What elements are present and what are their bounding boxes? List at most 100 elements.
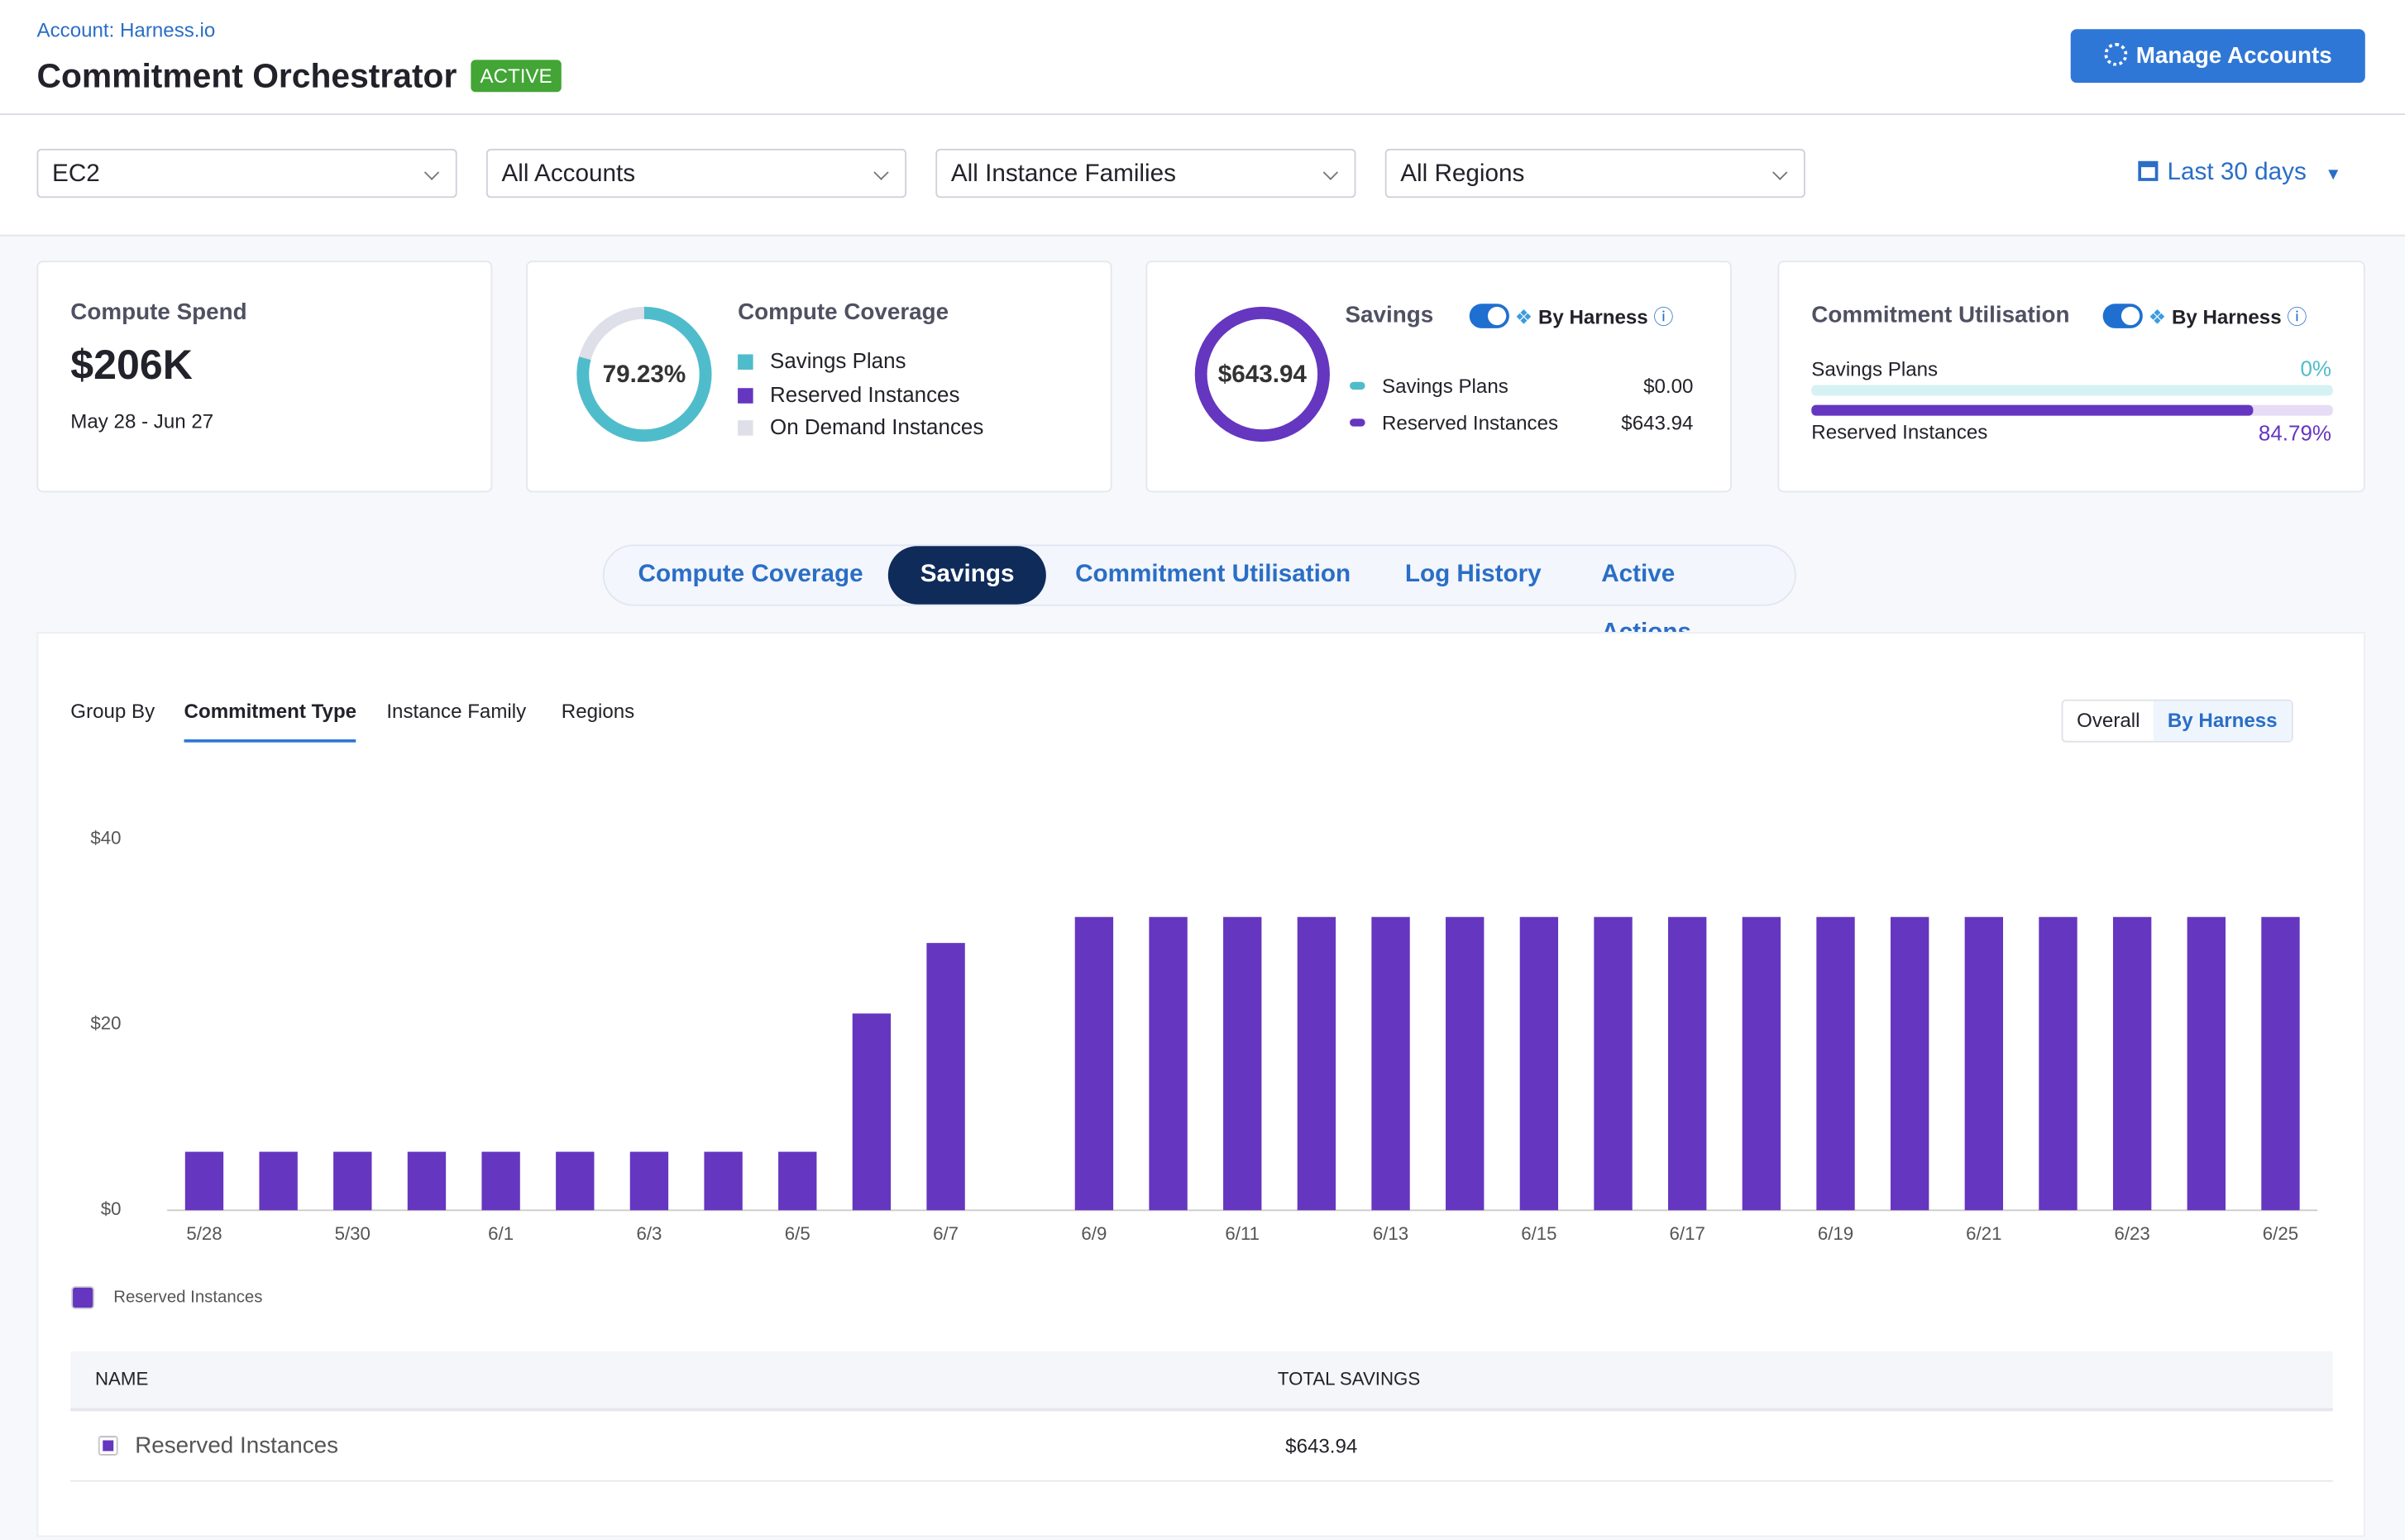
chart-panel: Group By Commitment Type Instance Family… bbox=[36, 632, 2365, 1538]
bar bbox=[704, 1151, 743, 1211]
savings-row: Reserved Instances $643.94 bbox=[1350, 405, 1693, 442]
group-option[interactable]: Instance Family bbox=[386, 699, 527, 723]
bar bbox=[778, 1151, 817, 1211]
legend-label: On Demand Instances bbox=[770, 414, 984, 439]
x-tick-label: 6/1 bbox=[488, 1223, 514, 1244]
toggle-label: By Harness bbox=[1537, 305, 1648, 328]
view-option-active[interactable]: By Harness bbox=[2154, 701, 2292, 741]
tab-bar: Compute Coverage Savings Commitment Util… bbox=[602, 544, 1796, 646]
spend-card: Compute Spend $206K May 28 - Jun 27 bbox=[36, 261, 493, 493]
service-select[interactable]: EC2 bbox=[36, 148, 457, 198]
bar bbox=[852, 1013, 892, 1211]
donut-arc bbox=[1194, 306, 1330, 442]
bar bbox=[1297, 916, 1336, 1211]
bar bbox=[1816, 916, 1855, 1211]
bar bbox=[2112, 916, 2152, 1211]
x-tick-label: 6/19 bbox=[1818, 1223, 1853, 1244]
util-track bbox=[1811, 404, 2333, 416]
bar bbox=[1371, 916, 1410, 1211]
group-option-active[interactable]: Commitment Type bbox=[184, 700, 357, 743]
chart: $0 $20 $40 5/28 5/30 6/1 6/3 6/5 6/7 6/9 6/11 6/13 6… bbox=[71, 827, 2318, 1309]
row-label: Reserved Instances bbox=[1381, 411, 1559, 434]
tab[interactable]: Active Actions bbox=[1601, 561, 1691, 646]
util-value: 0% bbox=[2300, 356, 2331, 380]
row-total: $643.94 bbox=[1285, 1434, 1358, 1457]
bar bbox=[1223, 916, 1262, 1211]
by-harness-toggle[interactable]: ❖ By Harness ⓘ bbox=[2102, 301, 2307, 330]
x-tick-label: 6/13 bbox=[1373, 1223, 1408, 1244]
bar bbox=[926, 943, 965, 1211]
savings-total: $643.94 bbox=[1218, 361, 1308, 388]
bar bbox=[1074, 916, 1114, 1211]
x-tick-label: 6/3 bbox=[636, 1223, 662, 1244]
x-tick-label: 6/15 bbox=[1521, 1223, 1556, 1244]
x-tick-label: 5/30 bbox=[335, 1223, 371, 1244]
calendar-icon bbox=[2138, 160, 2159, 181]
tab[interactable]: Commitment Utilisation bbox=[1075, 561, 1351, 588]
date-range-picker[interactable]: Last 30 days ▼ bbox=[2138, 160, 2341, 187]
y-tick-label: $0 bbox=[101, 1198, 122, 1219]
bar bbox=[333, 1151, 372, 1211]
row-value: $643.94 bbox=[1621, 411, 1694, 434]
button-label: Manage Accounts bbox=[2135, 42, 2332, 69]
bar bbox=[1519, 916, 1559, 1211]
view-option[interactable]: Overall bbox=[2077, 708, 2140, 732]
savings-card: $643.94 Savings ❖ By Harness ⓘ Savings P… bbox=[1145, 261, 1732, 493]
x-tick-label: 6/9 bbox=[1081, 1223, 1107, 1244]
table-row: Reserved Instances $643.94 bbox=[70, 1411, 2333, 1482]
y-tick-label: $20 bbox=[90, 1013, 121, 1034]
by-harness-toggle[interactable]: ❖ By Harness ⓘ bbox=[1469, 301, 1674, 330]
family-select[interactable]: All Instance Families bbox=[935, 148, 1356, 198]
manage-accounts-button[interactable]: Manage Accounts bbox=[2070, 29, 2365, 84]
x-tick-label: 6/17 bbox=[1670, 1223, 1705, 1244]
bar bbox=[1149, 916, 1188, 1211]
card-title: Savings bbox=[1345, 302, 1434, 328]
tab-active[interactable]: Savings bbox=[887, 546, 1047, 605]
page-title: Commitment Orchestrator bbox=[36, 56, 457, 95]
account-link[interactable]: Account: Harness.io bbox=[36, 18, 216, 42]
row-swatch bbox=[98, 1435, 118, 1456]
savings-row: Savings Plans $0.00 bbox=[1350, 368, 1693, 405]
gear-icon bbox=[2103, 42, 2127, 66]
legend-label: Savings Plans bbox=[770, 347, 906, 373]
row-name: Reserved Instances bbox=[135, 1432, 339, 1459]
bar bbox=[1964, 916, 2004, 1211]
legend-label: Reserved Instances bbox=[113, 1288, 262, 1306]
coverage-card: 79.23% Compute Coverage Savings Plans Re… bbox=[526, 261, 1112, 493]
legend-item: Reserved Instances bbox=[738, 378, 983, 411]
account-select[interactable]: All Accounts bbox=[485, 148, 907, 198]
toggle-label: By Harness bbox=[2171, 305, 2282, 328]
x-tick-label: 6/25 bbox=[2263, 1223, 2298, 1244]
header: Account: Harness.io Commitment Orchestra… bbox=[0, 0, 2405, 116]
bar bbox=[2261, 916, 2300, 1211]
row-label: Savings Plans bbox=[1381, 374, 1509, 398]
y-tick-label: $40 bbox=[90, 827, 121, 848]
util-label: Reserved Instances bbox=[1811, 420, 1988, 443]
util-label: Savings Plans bbox=[1811, 357, 1939, 380]
column-header: TOTAL SAVINGS bbox=[1277, 1368, 1421, 1390]
group-option[interactable]: Regions bbox=[561, 699, 635, 723]
x-tick-label: 6/21 bbox=[1966, 1223, 2001, 1244]
table-header: NAME TOTAL SAVINGS bbox=[70, 1351, 2333, 1412]
bar bbox=[1890, 916, 1929, 1211]
card-title: Commitment Utilisation bbox=[1811, 302, 2070, 328]
tab[interactable]: Log History bbox=[1404, 561, 1542, 588]
group-by-label: Group By bbox=[70, 699, 155, 723]
bar bbox=[556, 1151, 595, 1211]
bar bbox=[1742, 916, 1781, 1211]
status-badge: ACTIVE bbox=[471, 60, 562, 93]
legend-item: Savings Plans bbox=[738, 345, 983, 378]
tab[interactable]: Compute Coverage bbox=[638, 561, 863, 588]
x-tick-label: 6/11 bbox=[1225, 1223, 1260, 1244]
spend-value: $206K bbox=[70, 342, 193, 389]
region-select[interactable]: All Regions bbox=[1384, 148, 1805, 198]
legend-item: On Demand Instances bbox=[738, 411, 983, 444]
bar bbox=[407, 1151, 447, 1211]
coverage-donut: 79.23% bbox=[576, 306, 712, 442]
card-title: Compute Spend bbox=[70, 299, 247, 326]
row-value: $0.00 bbox=[1643, 374, 1694, 398]
utilisation-card: Commitment Utilisation ❖ By Harness ⓘ Sa… bbox=[1777, 261, 2365, 493]
